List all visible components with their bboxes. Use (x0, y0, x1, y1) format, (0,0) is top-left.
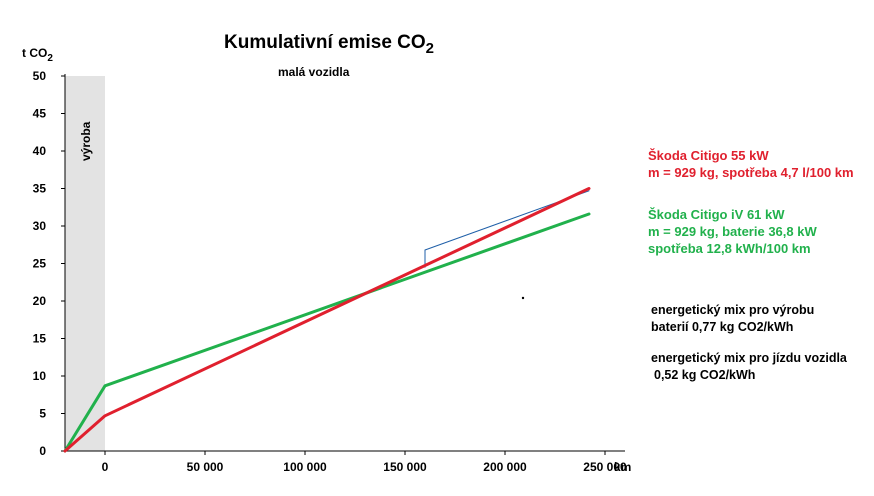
y-tick-label: 5 (39, 407, 46, 421)
y-tick-label: 35 (33, 182, 47, 196)
series-line-ev (63, 212, 591, 453)
note-battery-mix-line2: baterií 0,77 kg CO2/kWh (651, 320, 794, 334)
note-drive-mix: energetický mix pro jízdu vozidla 0,52 k… (651, 350, 847, 384)
legend-petrol-name: Škoda Citigo 55 kW (648, 148, 769, 163)
legend-ev-consumption: spotřeba 12,8 kWh/100 km (648, 241, 811, 256)
y-axis-label: t CO2 (22, 46, 53, 64)
y-tick-label: 45 (33, 107, 47, 121)
note-battery-mix-line1: energetický mix pro výrobu (651, 303, 815, 317)
x-tick-label: 150 000 (383, 460, 427, 474)
x-tick-label: 200 000 (483, 460, 527, 474)
legend-ev-spec: m = 929 kg, baterie 36,8 kW (648, 224, 817, 239)
y-tick-label: 20 (33, 294, 47, 308)
y-tick-label: 50 (33, 69, 47, 83)
legend-ev: Škoda Citigo iV 61 kW m = 929 kg, bateri… (648, 206, 817, 257)
y-tick-label: 0 (39, 444, 46, 458)
legend-petrol-spec: m = 929 kg, spotřeba 4,7 l/100 km (648, 165, 854, 180)
y-tick-label: 25 (33, 257, 47, 271)
note-battery-mix: energetický mix pro výrobu baterií 0,77 … (651, 302, 814, 336)
legend-ev-name: Škoda Citigo iV 61 kW (648, 207, 785, 222)
y-tick-label: 30 (33, 219, 47, 233)
series-line-reference (424, 190, 590, 268)
production-band-label: výroba (79, 121, 93, 161)
chart-title: Kumulativní emise CO2 (224, 32, 434, 57)
y-tick-label: 10 (33, 369, 47, 383)
x-tick-label: 250 000 (583, 460, 627, 474)
y-tick-label: 15 (33, 332, 47, 346)
x-tick-label: 100 000 (283, 460, 327, 474)
production-band (65, 76, 105, 451)
series-line-petrol (63, 187, 591, 453)
stray-dot (521, 296, 525, 300)
x-axis-label: km (614, 460, 631, 474)
legend-petrol: Škoda Citigo 55 kW m = 929 kg, spotřeba … (648, 147, 854, 181)
note-drive-mix-line2: 0,52 kg CO2/kWh (654, 368, 756, 382)
note-drive-mix-line1: energetický mix pro jízdu vozidla (651, 351, 847, 365)
plot-area: výroba 0 5 10 15 20 25 30 35 40 45 50 0 50 000 100 000… (33, 69, 627, 474)
x-tick-label: 50 000 (187, 460, 224, 474)
chart-subtitle: malá vozidla (278, 65, 350, 79)
y-tick-label: 40 (33, 144, 47, 158)
x-tick-label: 0 (102, 460, 109, 474)
